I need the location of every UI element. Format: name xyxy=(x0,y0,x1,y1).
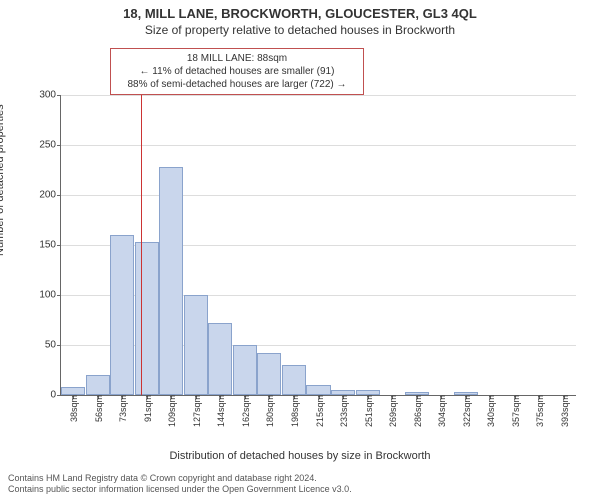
histogram-bar xyxy=(61,387,85,395)
xtick-label: 127sqm xyxy=(190,395,202,427)
footer-line1: Contains HM Land Registry data © Crown c… xyxy=(8,473,352,485)
xtick-label: 322sqm xyxy=(460,395,472,427)
xtick-label: 38sqm xyxy=(67,395,79,422)
xtick-label: 215sqm xyxy=(313,395,325,427)
xtick-label: 393sqm xyxy=(558,395,570,427)
footer-attribution: Contains HM Land Registry data © Crown c… xyxy=(8,473,352,496)
xtick-label: 233sqm xyxy=(337,395,349,427)
histogram-bar xyxy=(282,365,306,395)
chart-container: 18, MILL LANE, BROCKWORTH, GLOUCESTER, G… xyxy=(0,0,600,500)
title-sub: Size of property relative to detached ho… xyxy=(0,21,600,37)
ytick-label: 100 xyxy=(39,290,61,301)
xtick-label: 269sqm xyxy=(386,395,398,427)
ytick-label: 250 xyxy=(39,140,61,151)
xtick-label: 251sqm xyxy=(362,395,374,427)
histogram-bar xyxy=(233,345,257,395)
ytick-label: 300 xyxy=(39,90,61,101)
xtick-label: 198sqm xyxy=(288,395,300,427)
xtick-label: 144sqm xyxy=(214,395,226,427)
x-axis-label: Distribution of detached houses by size … xyxy=(0,450,600,462)
title-main: 18, MILL LANE, BROCKWORTH, GLOUCESTER, G… xyxy=(0,0,600,21)
xtick-label: 357sqm xyxy=(509,395,521,427)
xtick-label: 375sqm xyxy=(533,395,545,427)
ytick-label: 0 xyxy=(50,390,61,401)
annotation-line3: 88% of semi-detached houses are larger (… xyxy=(117,78,357,91)
gridline xyxy=(61,195,576,196)
ytick-label: 150 xyxy=(39,240,61,251)
histogram-bar xyxy=(86,375,110,395)
xtick-label: 304sqm xyxy=(435,395,447,427)
xtick-label: 109sqm xyxy=(165,395,177,427)
histogram-bar xyxy=(159,167,183,395)
annotation-box: 18 MILL LANE: 88sqm ← 11% of detached ho… xyxy=(110,48,364,95)
xtick-label: 91sqm xyxy=(141,395,153,422)
xtick-label: 56sqm xyxy=(92,395,104,422)
footer-line2: Contains public sector information licen… xyxy=(8,484,352,496)
marker-line xyxy=(141,95,142,395)
histogram-bar xyxy=(257,353,281,395)
histogram-bar xyxy=(110,235,134,395)
ytick-label: 200 xyxy=(39,190,61,201)
annotation-line2: ← 11% of detached houses are smaller (91… xyxy=(117,65,357,78)
xtick-label: 286sqm xyxy=(411,395,423,427)
xtick-label: 180sqm xyxy=(263,395,275,427)
histogram-bar xyxy=(135,242,159,395)
xtick-label: 162sqm xyxy=(239,395,251,427)
annotation-line1: 18 MILL LANE: 88sqm xyxy=(117,52,357,65)
gridline xyxy=(61,95,576,96)
y-axis-label: Number of detached properties xyxy=(0,236,6,256)
histogram-bar xyxy=(306,385,330,395)
gridline xyxy=(61,145,576,146)
chart-plot-area: 05010015020025030038sqm56sqm73sqm91sqm10… xyxy=(60,95,576,396)
histogram-bar xyxy=(184,295,208,395)
ytick-label: 50 xyxy=(45,340,61,351)
xtick-label: 73sqm xyxy=(116,395,128,422)
histogram-bar xyxy=(208,323,232,395)
xtick-label: 340sqm xyxy=(484,395,496,427)
